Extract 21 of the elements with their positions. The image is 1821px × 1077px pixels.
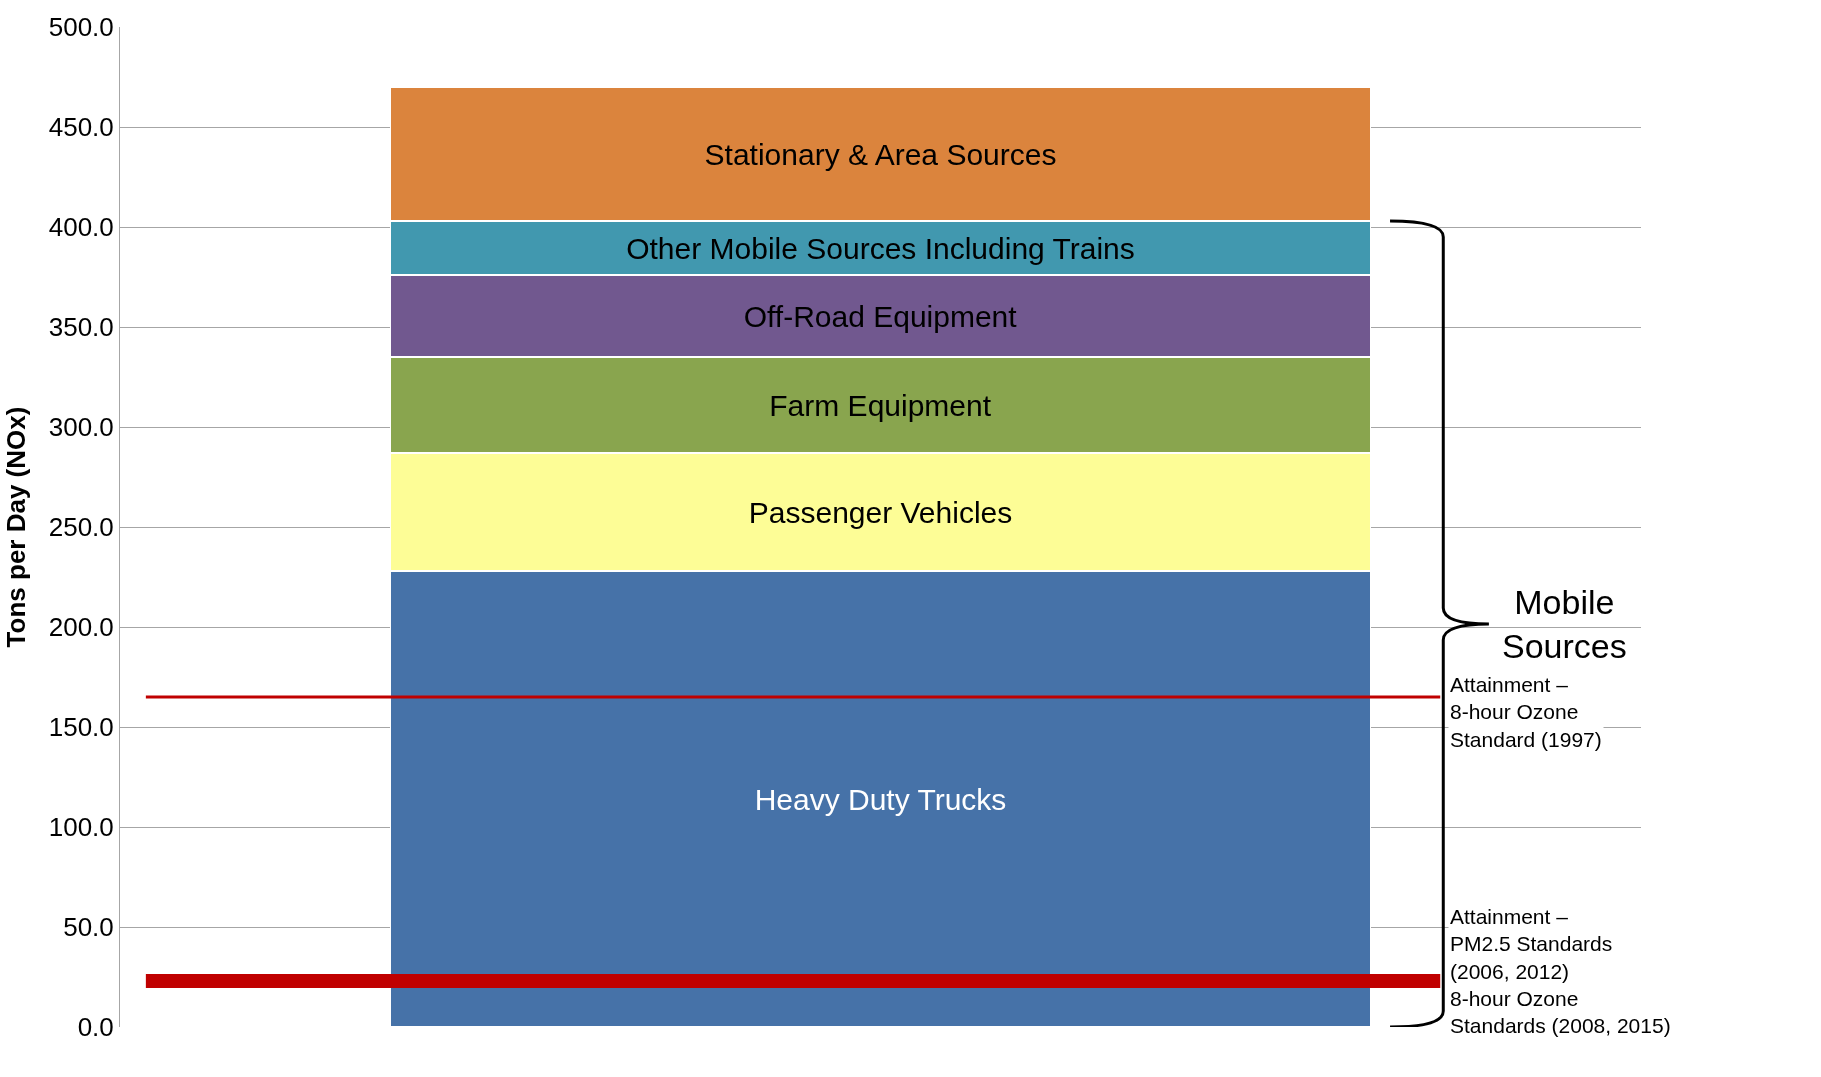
ref-line-label: Attainment – 8-hour Ozone Standard (1997) [1450, 673, 1602, 751]
y-tick-label: 400.0 [48, 212, 114, 243]
y-tick-label: 300.0 [48, 412, 114, 443]
y-tick-label: 0.0 [77, 1012, 114, 1043]
series-label: Stationary & Area Sources [704, 137, 1057, 171]
series-label: Off-Road Equipment [743, 299, 1018, 333]
y-axis-title: Tons per Day (NOx) [1, 406, 32, 648]
series-label: Passenger Vehicles [748, 495, 1013, 529]
y-tick-label: 150.0 [48, 712, 114, 743]
ref-line-label: Attainment – PM2.5 Standards (2006, 2012) 8-hour Ozone Standards (2008, 2015) [1450, 905, 1671, 1038]
y-tick-label: 200.0 [48, 612, 114, 643]
text: Mobile Sources [1502, 583, 1627, 666]
series-label: Heavy Duty Trucks [754, 782, 1007, 816]
y-tick-label: 250.0 [48, 512, 114, 543]
y-tick-label: 350.0 [48, 312, 114, 343]
y-tick-label: 450.0 [48, 112, 114, 143]
y-tick-label: 50.0 [63, 912, 114, 943]
y-tick-label: 500.0 [48, 12, 114, 43]
y-tick-label: 100.0 [48, 812, 114, 843]
series-label: Other Mobile Sources Including Trains [626, 231, 1135, 265]
series-label: Farm Equipment [769, 388, 992, 422]
